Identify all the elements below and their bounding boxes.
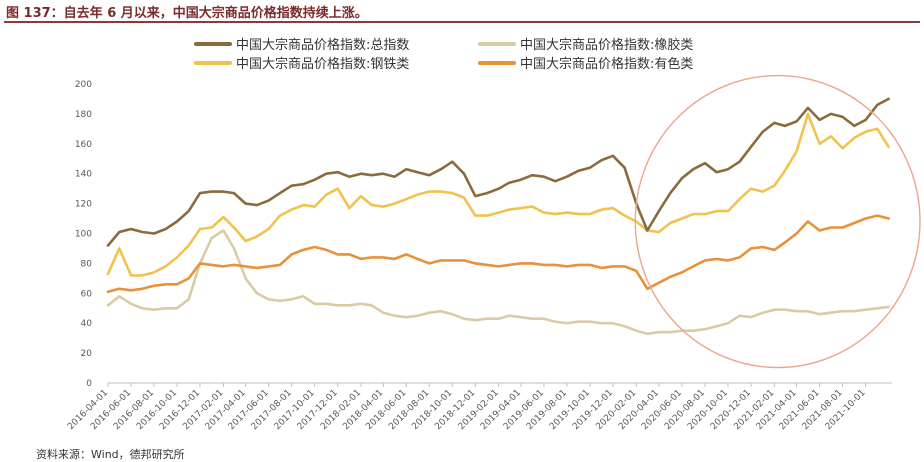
series-line-rubber <box>106 229 890 336</box>
legend-label-rubber: 中国大宗商品价格指数:橡胶类 <box>520 37 693 53</box>
series-line-total <box>106 97 890 247</box>
source-note: 资料来源：Wind，德邦研究所 <box>36 448 185 461</box>
y-tick-label: 180 <box>75 110 92 120</box>
legend-label-steel: 中国大宗商品价格指数:钢铁类 <box>236 56 409 72</box>
y-tick-label: 200 <box>75 80 92 90</box>
y-tick-label: 160 <box>75 140 92 150</box>
highlight-circle <box>634 74 921 369</box>
y-tick-label: 20 <box>81 349 93 359</box>
legend-label-nonferrous: 中国大宗商品价格指数:有色类 <box>520 56 693 72</box>
y-axis: 0 20 40 60 80 100 120 140 160 180 200 <box>75 80 92 389</box>
title-rule <box>4 21 920 23</box>
y-tick-label: 80 <box>81 259 93 269</box>
series-lines <box>106 97 890 336</box>
y-tick-label: 120 <box>75 200 92 210</box>
y-tick-label: 140 <box>75 170 92 180</box>
figure-title: 图 137：自去年 6 月以来，中国大宗商品价格指数持续上涨。 <box>6 6 368 21</box>
series-line-steel <box>106 112 890 277</box>
legend: 中国大宗商品价格指数:总指数 中国大宗商品价格指数:橡胶类中国大宗商品价格指数:钢… <box>194 37 693 72</box>
series-line-nonferrous <box>106 214 890 294</box>
legend-label-total: 中国大宗商品价格指数:总指数 <box>236 37 409 53</box>
y-tick-label: 0 <box>86 379 92 389</box>
y-tick-label: 100 <box>75 230 92 240</box>
x-axis: 2016-04-012016-06-012016-08-012016-10-01… <box>66 382 892 432</box>
y-tick-label: 40 <box>81 319 93 329</box>
annotation <box>634 74 921 369</box>
y-tick-label: 60 <box>81 289 93 299</box>
